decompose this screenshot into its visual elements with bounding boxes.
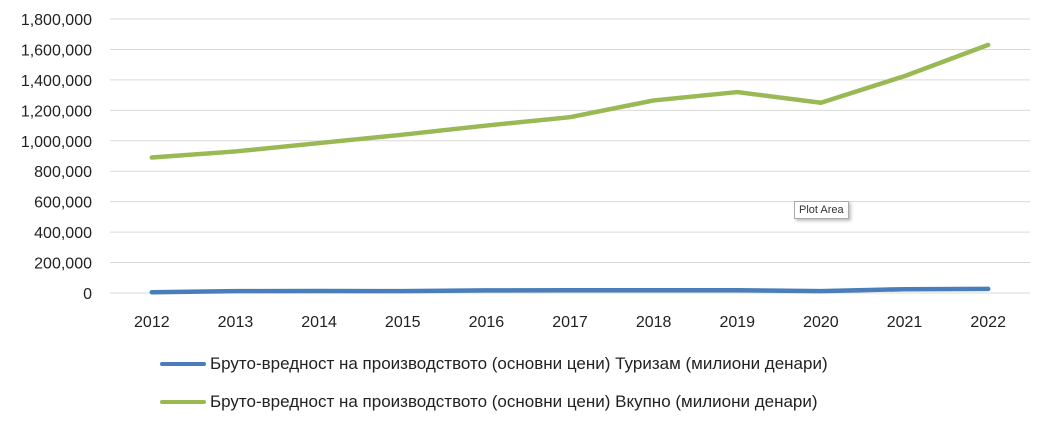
y-axis-ticks: 0 200,000 400,000 600,000 800,000 1,000,000 1,… (21, 12, 92, 303)
x-tick-label: 2020 (803, 314, 839, 331)
line-chart: 0 200,000 400,000 600,000 800,000 1,000,000 1,… (21, 12, 1030, 331)
legend-entry-total[interactable]: Бруто-вредност на производството (основн… (160, 392, 818, 412)
legend-swatch-total (160, 400, 206, 404)
x-tick-label: 2012 (134, 314, 170, 331)
y-tick-label: 600,000 (34, 195, 92, 212)
x-tick-label: 2014 (301, 314, 337, 331)
x-axis-ticks: 2012 2013 2014 2015 2016 2017 2018 2019 2020 2021… (134, 314, 1006, 331)
y-tick-label: 400,000 (34, 225, 92, 242)
y-tick-label: 1,400,000 (21, 73, 92, 90)
legend-entry-tourism[interactable]: Бруто-вредност на производството (основн… (160, 354, 828, 374)
y-tick-label: 1,800,000 (21, 12, 92, 29)
legend-label-tourism: Бруто-вредност на производството (основн… (210, 354, 828, 373)
legend-swatch-tourism (160, 362, 206, 366)
y-tick-label: 0 (83, 286, 92, 303)
legend-label-total: Бруто-вредност на производството (основн… (210, 392, 818, 411)
x-tick-label: 2015 (385, 314, 421, 331)
gridlines (110, 18, 1030, 294)
y-tick-label: 800,000 (34, 164, 92, 181)
y-tick-label: 1,600,000 (21, 42, 92, 59)
y-tick-label: 1,000,000 (21, 134, 92, 151)
x-tick-label: 2021 (887, 314, 923, 331)
series-line-1[interactable] (149, 42, 991, 160)
x-tick-label: 2019 (719, 314, 755, 331)
y-tick-label: 1,200,000 (21, 103, 92, 120)
x-tick-label: 2018 (636, 314, 672, 331)
x-tick-label: 2013 (218, 314, 254, 331)
series-lines (149, 42, 991, 295)
x-tick-label: 2017 (552, 314, 588, 331)
series-line-0[interactable] (149, 286, 991, 295)
plot-area-tooltip: Plot Area (794, 201, 849, 219)
y-tick-label: 200,000 (34, 256, 92, 273)
x-tick-label: 2022 (970, 314, 1006, 331)
x-tick-label: 2016 (469, 314, 505, 331)
